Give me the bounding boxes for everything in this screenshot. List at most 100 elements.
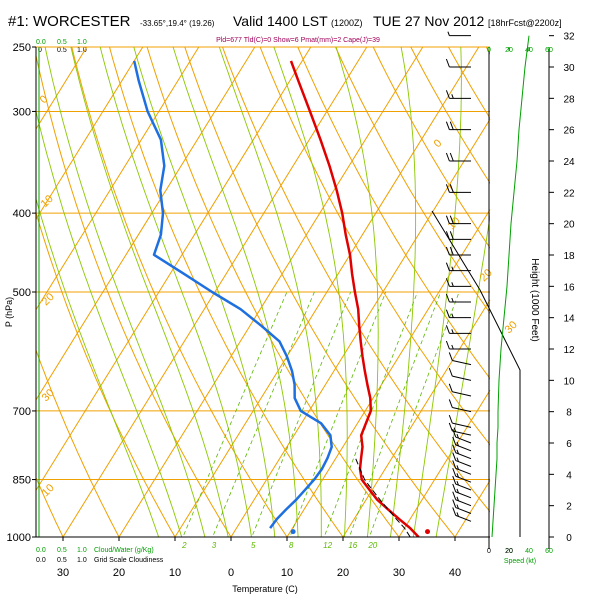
wind-barb-flag	[445, 152, 450, 162]
wind-barb-flag	[445, 278, 450, 287]
isobars	[36, 46, 490, 538]
dry-adiabat-line	[221, 47, 490, 513]
mixing-ratio-line	[212, 291, 315, 537]
height-tick-label: 4	[566, 470, 572, 481]
gridscale-tick-1: 0.5	[57, 557, 67, 564]
dry-adiabat-line	[372, 47, 490, 249]
isotherm-line	[118, 46, 424, 538]
wind-barb	[445, 325, 471, 334]
wind-barb-flag	[445, 293, 450, 303]
moist-adiabat-line	[36, 197, 160, 537]
wind-barb-halfflag	[456, 449, 459, 454]
mixing-ratio-line	[251, 291, 352, 537]
isotherm-label: 30	[503, 319, 520, 336]
height-tick-label: 6	[566, 439, 572, 450]
mixing-ratio-label: 3	[212, 541, 217, 550]
valid-utc: (1200Z)	[331, 18, 363, 28]
wind-barb	[445, 309, 471, 319]
wind-barb-flag	[449, 152, 454, 162]
wind-barb	[445, 246, 471, 256]
wind-barb-flag	[445, 309, 450, 318]
wind-barb-halfflag	[456, 480, 459, 486]
stability-indices: Pld=677 Tld(C)=0 Show=6 Pmat(mm)=2 Cape(…	[216, 37, 380, 44]
dry-adiabat-line	[297, 47, 490, 380]
cloudwater-tick-1: 0.5	[57, 547, 67, 554]
temperature-tick-label: 30	[393, 567, 405, 579]
wind-barb-flag	[452, 460, 457, 469]
isotherm-label: 10	[39, 193, 56, 210]
temperature-surface-point	[425, 529, 431, 535]
wind-barb-flag	[445, 325, 450, 334]
height-tick-label: 18	[563, 251, 575, 262]
sounding-series	[132, 60, 420, 537]
speed-bottom-tick: 20	[505, 548, 513, 555]
wind-barb	[445, 90, 471, 99]
wind-barb-halfflag	[456, 457, 459, 462]
wind-barb-flag	[452, 428, 457, 438]
gridscale-label: Grid Scale Cloudiness	[94, 557, 164, 564]
wind-barb-flag	[445, 121, 450, 130]
series-layer	[132, 60, 431, 537]
dewpoint-profile	[132, 60, 333, 529]
wind-barb	[452, 475, 472, 491]
speed-bottom-tick: 60	[545, 548, 553, 555]
isotherm-label: 10	[40, 482, 57, 499]
wind-barb	[445, 340, 471, 350]
station-coords: -33.65°,19.4° (19.26)	[140, 19, 215, 28]
wind-barb	[445, 121, 471, 131]
top-green-tick-1: 0.5	[57, 39, 67, 46]
wind-barb-halfflag	[453, 427, 457, 432]
gridscale-tick-0: 0.0	[36, 557, 46, 564]
wind-barb	[448, 399, 472, 413]
wind-barb-halfflag	[451, 344, 454, 350]
isotherm-line	[35, 46, 256, 401]
dry-adiabat-line	[71, 47, 288, 537]
mixing-ratio-label: 2	[181, 541, 187, 550]
wind-barb-halfflag	[456, 473, 459, 478]
moist-adiabat-line	[389, 47, 417, 537]
wind-speed-profile	[491, 35, 530, 538]
dry-adiabat-line	[36, 211, 176, 537]
parcel-profile	[355, 457, 411, 537]
x-axis-title: Temperature (C)	[232, 584, 298, 594]
moist-adiabat-line	[412, 47, 462, 537]
wind-barb	[448, 422, 472, 436]
moist-adiabat-line	[99, 47, 252, 537]
top-black-tick-1: 0.5	[57, 47, 67, 54]
mixing-ratio-label: 5	[251, 541, 256, 550]
height-tick-label: 0	[566, 533, 572, 544]
y-axis-title: P (hPa)	[4, 297, 14, 327]
mixing-ratio-line	[368, 291, 460, 537]
moist-adiabat-line	[70, 47, 229, 537]
temperature-tick-label: 0	[228, 567, 234, 579]
valid-time: Valid 1400 LST	[233, 13, 328, 29]
wind-barb	[452, 507, 472, 522]
wind-barb-halfflag	[456, 433, 459, 439]
mixing-ratio-label: 8	[289, 541, 294, 550]
wind-barb	[448, 414, 472, 428]
wind-barb-halfflag	[451, 266, 454, 271]
wind-barb-shaft	[452, 422, 472, 428]
wind-barb	[452, 491, 472, 507]
wind-barb	[445, 58, 471, 68]
speed-axis-title: Speed (kt)	[504, 558, 536, 565]
height-tick-label: 20	[563, 220, 575, 231]
moist-adiabat-line	[218, 47, 322, 537]
wind-barb	[452, 483, 472, 499]
cloudwater-label: Cloud/Water (g/Kg)	[94, 547, 154, 554]
pressure-tick-label: 850	[13, 475, 31, 487]
isotherm-line	[35, 46, 200, 310]
wind-barb-shaft	[452, 406, 472, 413]
height-tick-label: 10	[563, 376, 575, 387]
wind-barb-halfflag	[456, 512, 459, 517]
height-tick-label: 16	[563, 282, 575, 293]
cloudwater-tick-0: 0.0	[36, 547, 46, 554]
wind-barb-flag	[448, 352, 453, 361]
isotherm-label: 20	[40, 291, 57, 308]
wind-barb	[445, 278, 471, 287]
speed-bottom-tick: 0	[487, 548, 491, 555]
wind-barb	[452, 452, 472, 467]
wind-barb-flag	[448, 399, 453, 408]
temperature-tick-label: 20	[113, 567, 125, 579]
wind-barb	[452, 436, 472, 452]
